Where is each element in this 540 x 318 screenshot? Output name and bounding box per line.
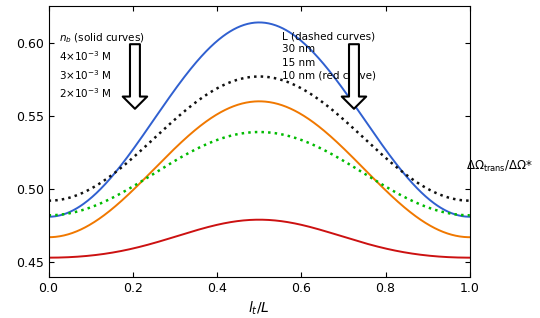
Text: L (dashed curves)
30 nm
15 nm
10 nm (red curve): L (dashed curves) 30 nm 15 nm 10 nm (red… <box>282 31 376 81</box>
X-axis label: $l_t/L$: $l_t/L$ <box>248 300 270 317</box>
Text: ΔΩ$_{\mathrm{trans}}$/ΔΩ*: ΔΩ$_{\mathrm{trans}}$/ΔΩ* <box>467 159 534 175</box>
Text: $n_b$ (solid curves)
4×10$^{-3}$ M
3×10$^{-3}$ M
2×10$^{-3}$ M: $n_b$ (solid curves) 4×10$^{-3}$ M 3×10$… <box>59 31 145 100</box>
